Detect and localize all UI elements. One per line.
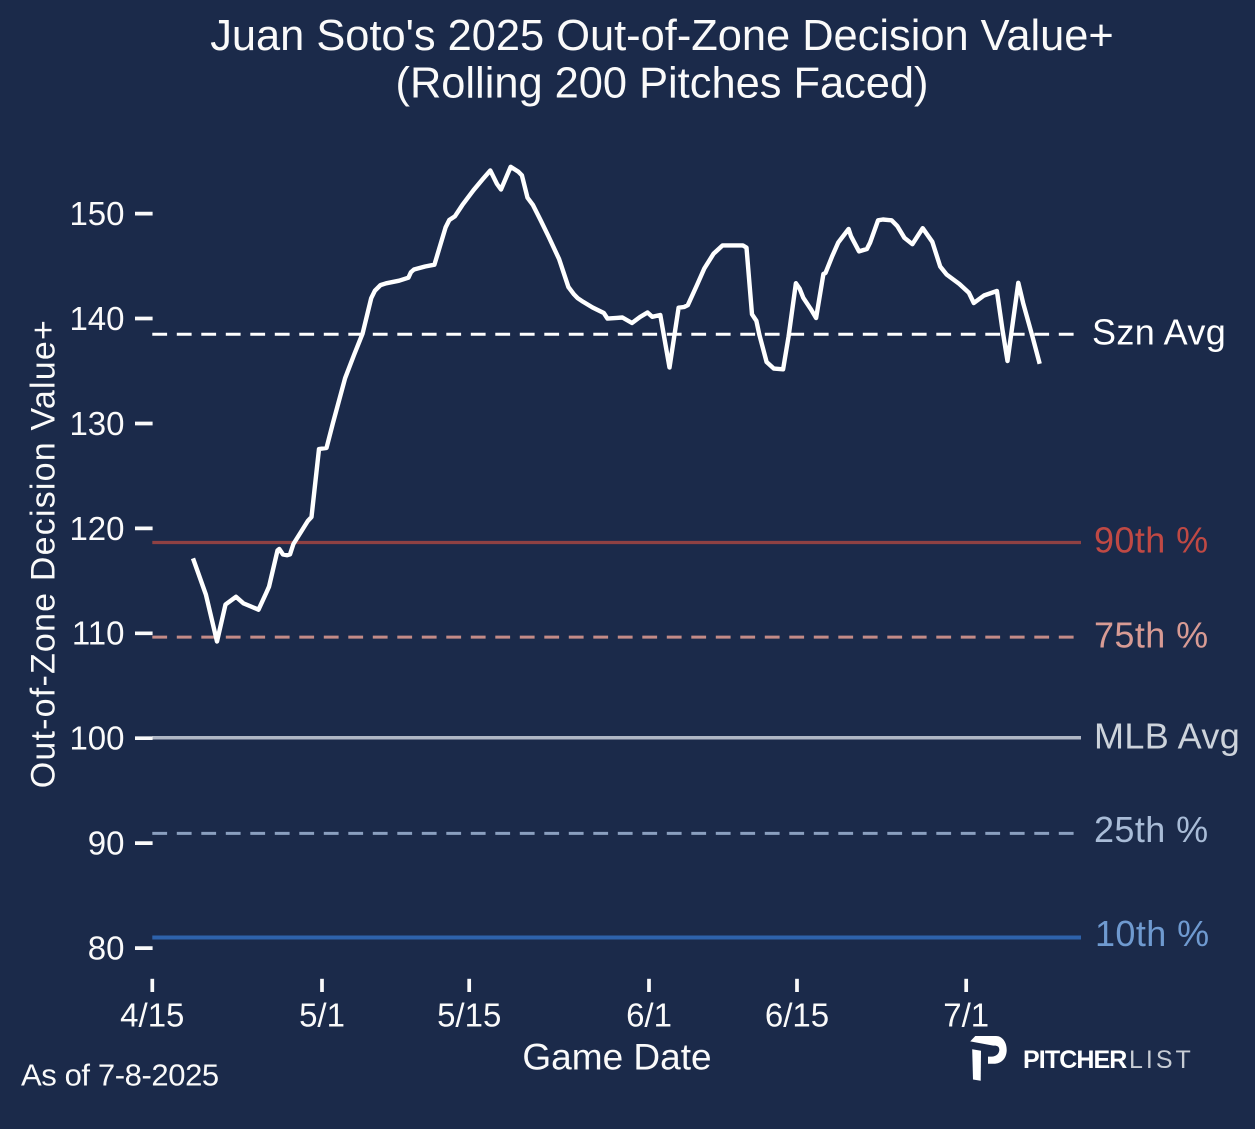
svg-text:5/15: 5/15 [437, 997, 501, 1034]
svg-text:25th %: 25th % [1094, 809, 1208, 850]
svg-text:80: 80 [88, 930, 125, 967]
svg-text:110: 110 [72, 615, 125, 652]
svg-text:90th %: 90th % [1094, 520, 1208, 561]
svg-text:Szn Avg: Szn Avg [1092, 312, 1226, 353]
svg-text:PITCHER: PITCHER [1023, 1046, 1127, 1074]
svg-text:90: 90 [88, 825, 125, 862]
svg-text:Game Date: Game Date [522, 1037, 711, 1078]
svg-text:MLB Avg: MLB Avg [1094, 716, 1240, 757]
svg-text:(Rolling 200 Pitches Faced): (Rolling 200 Pitches Faced) [396, 60, 929, 108]
svg-text:120: 120 [69, 510, 124, 547]
svg-text:100: 100 [69, 720, 124, 757]
svg-text:140: 140 [69, 300, 124, 337]
svg-text:As of 7-8-2025: As of 7-8-2025 [21, 1057, 219, 1092]
svg-text:LIST: LIST [1129, 1046, 1194, 1074]
svg-text:130: 130 [69, 405, 124, 442]
svg-text:5/1: 5/1 [299, 997, 345, 1034]
svg-text:150: 150 [69, 195, 124, 232]
svg-text:6/1: 6/1 [626, 997, 672, 1034]
svg-text:10th %: 10th % [1095, 913, 1209, 954]
svg-text:7/1: 7/1 [943, 997, 989, 1034]
svg-text:75th %: 75th % [1094, 615, 1208, 656]
svg-text:Out-of-Zone Decision Value+: Out-of-Zone Decision Value+ [25, 319, 63, 788]
svg-text:Juan Soto's 2025 Out-of-Zone D: Juan Soto's 2025 Out-of-Zone Decision Va… [210, 12, 1114, 60]
svg-text:4/15: 4/15 [120, 997, 184, 1034]
svg-text:6/15: 6/15 [765, 997, 829, 1034]
